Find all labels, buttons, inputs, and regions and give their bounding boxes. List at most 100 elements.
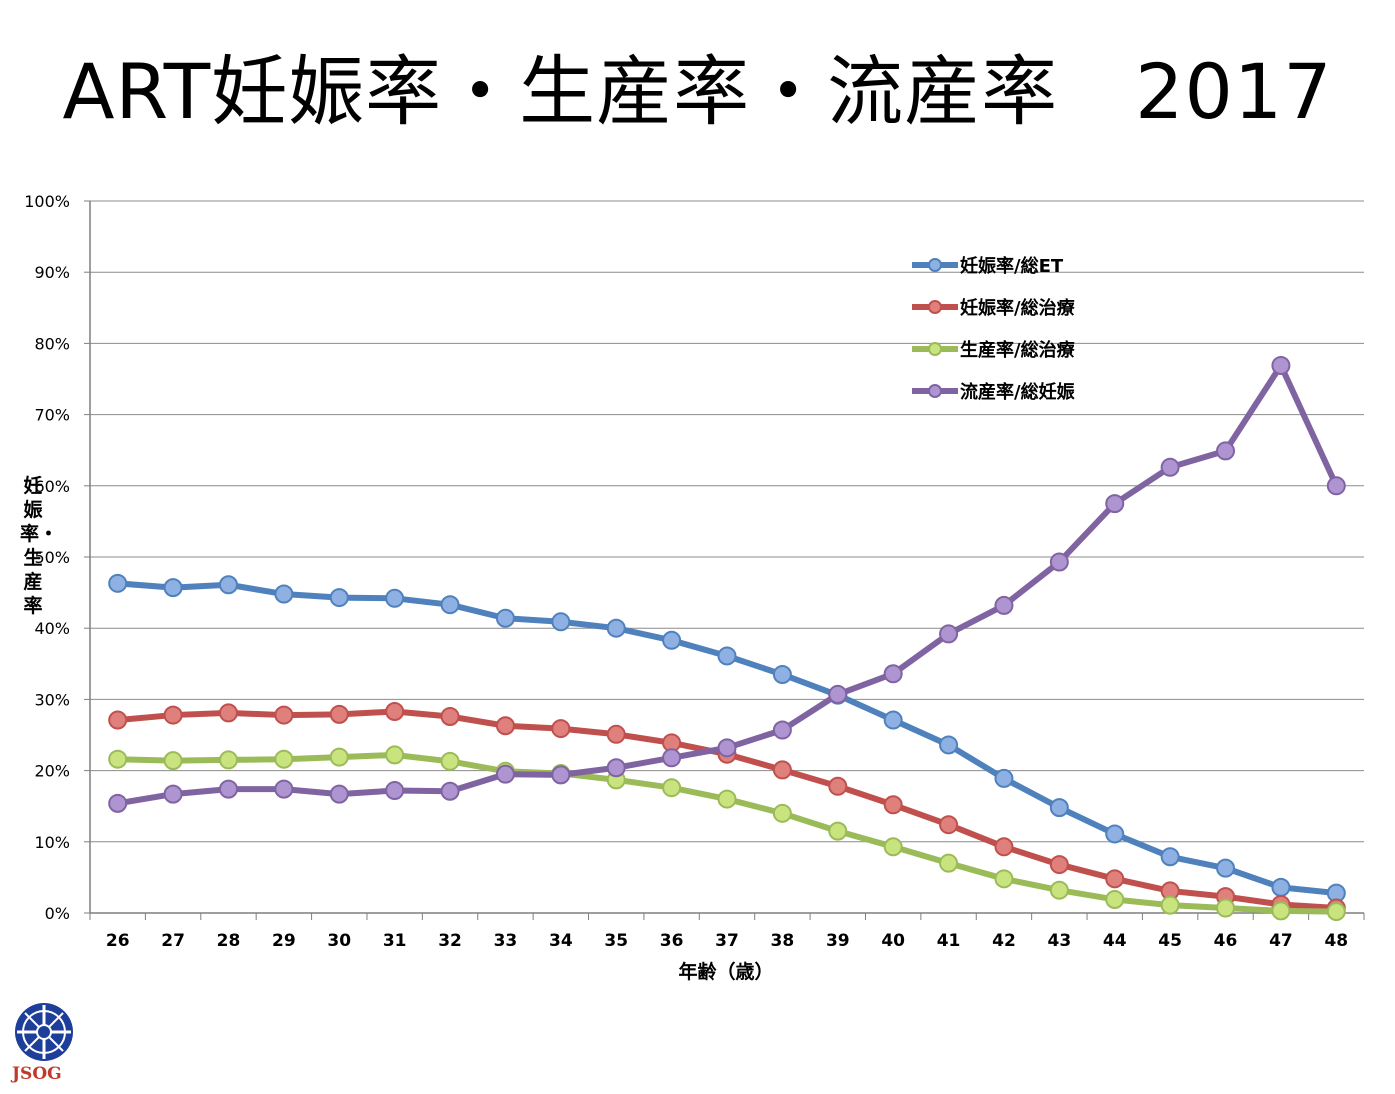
data-point xyxy=(1271,355,1291,375)
x-tick-label: 47 xyxy=(1269,931,1293,951)
data-point xyxy=(218,750,238,770)
data-point xyxy=(939,735,959,755)
data-point xyxy=(828,684,848,704)
y-tick-label: 60% xyxy=(34,477,70,496)
data-point xyxy=(1216,898,1236,918)
axes xyxy=(84,200,1365,920)
data-point xyxy=(1160,457,1180,477)
data-point xyxy=(606,758,626,778)
data-point xyxy=(1049,880,1069,900)
x-tick-labels: 26 27 28 29 30 31 32 33 34 35 36 37 38 39 40 41 42 43 44 45… xyxy=(106,931,1348,951)
data-point xyxy=(939,624,959,644)
legend-entry: 生産率/総治療 xyxy=(912,339,1076,361)
y-axis-label: 妊娠率・生産率 xyxy=(20,475,59,617)
x-tick-label: 45 xyxy=(1158,931,1182,951)
legend-entry: 妊娠率/総治療 xyxy=(912,297,1076,319)
data-point xyxy=(440,781,460,801)
x-tick-label: 31 xyxy=(383,931,407,951)
data-point xyxy=(828,776,848,796)
series xyxy=(108,745,1346,922)
data-point xyxy=(385,702,405,722)
y-tick-label: 10% xyxy=(34,833,70,852)
legend-label: 妊娠率/総治療 xyxy=(960,297,1076,319)
data-point xyxy=(1049,552,1069,572)
data-point xyxy=(495,608,515,628)
data-point xyxy=(329,704,349,724)
legend-entry: 流産率/総妊娠 xyxy=(912,381,1076,403)
data-point xyxy=(108,749,128,769)
y-tick-label: 50% xyxy=(34,548,70,567)
data-point xyxy=(163,705,183,725)
data-point xyxy=(218,779,238,799)
data-point xyxy=(606,618,626,638)
data-point xyxy=(108,710,128,730)
data-point xyxy=(772,664,792,684)
data-point xyxy=(163,578,183,598)
data-point xyxy=(329,784,349,804)
legend-marker xyxy=(928,342,942,356)
data-point xyxy=(274,705,294,725)
x-tick-label: 27 xyxy=(161,931,185,951)
y-tick-label: 0% xyxy=(45,904,70,923)
x-tick-label: 42 xyxy=(992,931,1016,951)
data-point xyxy=(1105,869,1125,889)
data-point xyxy=(274,584,294,604)
y-tick-label: 40% xyxy=(34,619,70,638)
data-point xyxy=(551,612,571,632)
data-point xyxy=(163,751,183,771)
legend-label: 流産率/総妊娠 xyxy=(960,381,1076,403)
data-point xyxy=(163,784,183,804)
data-point xyxy=(440,706,460,726)
gridlines xyxy=(90,200,1364,843)
data-point xyxy=(440,751,460,771)
data-point xyxy=(551,765,571,785)
x-tick-label: 34 xyxy=(549,931,573,951)
legend-label: 妊娠率/総ET xyxy=(960,255,1064,277)
data-point xyxy=(108,793,128,813)
series-line xyxy=(114,580,1340,897)
data-point xyxy=(939,853,959,873)
x-tick-label: 41 xyxy=(937,931,961,951)
data-point xyxy=(994,768,1014,788)
data-point xyxy=(274,779,294,799)
y-tick-label: 20% xyxy=(34,762,70,781)
data-point xyxy=(883,795,903,815)
y-tick-labels: 0% 10% 20% 30% 40% 50% 60% 70% 80% 90% 100% xyxy=(24,192,70,923)
y-tick-label: 30% xyxy=(34,690,70,709)
data-point xyxy=(772,720,792,740)
data-point xyxy=(662,748,682,768)
data-point xyxy=(218,703,238,723)
data-point xyxy=(606,724,626,744)
x-tick-label: 36 xyxy=(660,931,684,951)
data-point xyxy=(883,837,903,857)
legend-label: 生産率/総治療 xyxy=(960,339,1076,361)
data-point xyxy=(329,588,349,608)
data-point xyxy=(772,760,792,780)
data-point xyxy=(939,815,959,835)
data-point xyxy=(1326,902,1346,922)
x-tick-label: 48 xyxy=(1324,931,1348,951)
x-tick-label: 38 xyxy=(771,931,795,951)
legend-marker xyxy=(928,384,942,398)
data-point xyxy=(1105,824,1125,844)
data-point xyxy=(883,664,903,684)
legend-marker xyxy=(928,300,942,314)
y-tick-label: 80% xyxy=(34,334,70,353)
data-point xyxy=(108,573,128,593)
series xyxy=(108,355,1346,813)
data-point xyxy=(1271,877,1291,897)
x-tick-label: 32 xyxy=(438,931,462,951)
data-point xyxy=(994,869,1014,889)
data-point xyxy=(385,588,405,608)
data-point xyxy=(994,595,1014,615)
legend-marker xyxy=(928,258,942,272)
legend-entry: 妊娠率/総ET xyxy=(912,255,1064,277)
series xyxy=(108,702,1346,918)
x-tick-label: 43 xyxy=(1048,931,1072,951)
data-point xyxy=(329,747,349,767)
data-point xyxy=(828,821,848,841)
y-tick-label: 90% xyxy=(34,263,70,282)
x-tick-label: 46 xyxy=(1214,931,1238,951)
